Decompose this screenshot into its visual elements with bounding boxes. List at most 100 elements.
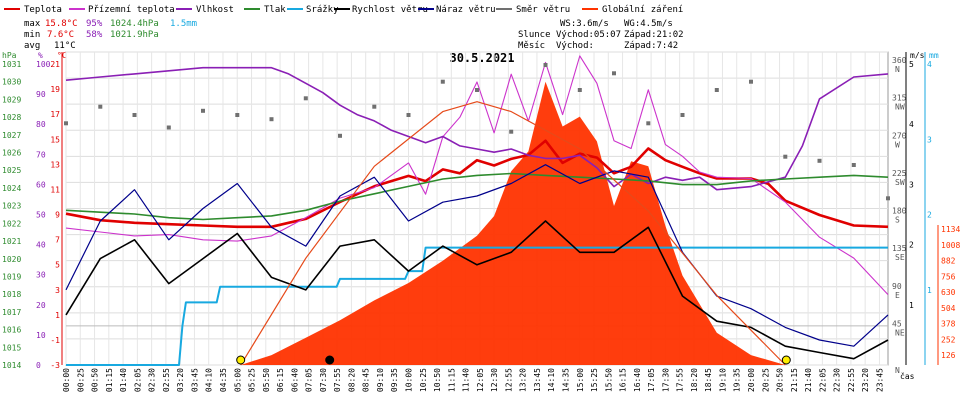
tick-label-temp: -1: [50, 336, 60, 345]
series-wind-gust: [65, 164, 889, 347]
tick-label-time: 22:55: [847, 368, 856, 392]
wind-direction-point: [440, 79, 445, 84]
tick-label-solar: 252: [941, 335, 956, 344]
stat-avg-label: avg: [24, 41, 40, 51]
tick-label-wind-deg: 360: [892, 56, 907, 65]
tick-label-hpa: 1022: [2, 219, 21, 228]
legend-item-wind-direction: Směr větru: [496, 5, 570, 15]
tick-label-time: 21:15: [790, 368, 799, 392]
solar-radiation-area: [240, 81, 786, 366]
tick-label-temp: -3: [50, 361, 60, 370]
tick-label-time: 02:30: [148, 368, 157, 392]
tick-label-wind-name: SE: [895, 253, 905, 262]
tick-label-time: 20:25: [761, 368, 770, 392]
legend-item-ground-temperature: Přízemní teplota: [69, 5, 175, 15]
tick-label-time: 11:40: [462, 368, 471, 392]
tick-label-time: 23:45: [875, 368, 884, 392]
tick-label-time: 02:05: [133, 368, 142, 392]
tick-label-hpa: 1023: [2, 202, 21, 211]
tick-label-solar: 1134: [941, 225, 960, 234]
tick-label-mm: 2: [927, 211, 932, 220]
tick-label-temp: 11: [50, 185, 60, 194]
legend-item-rain: Srážky: [287, 5, 339, 15]
tick-label-hpa: 1014: [2, 361, 21, 370]
tick-label-time: 20:50: [776, 368, 785, 392]
tick-label-ms: 5: [909, 60, 914, 69]
legend-item-wind-gust: Náraz větru: [418, 5, 496, 15]
stat-avg-temp: 11°C: [54, 41, 76, 51]
tick-label-temp: 19: [50, 85, 60, 94]
stat-wind-speed: WS:3.6m/s: [560, 19, 609, 29]
tick-label-solar: 504: [941, 304, 956, 313]
tick-label-time: 20:00: [747, 368, 756, 392]
stat-sun-label: Slunce: [518, 30, 551, 40]
tick-label-time: 00:00: [62, 368, 71, 392]
tick-label-hpa: 1018: [2, 290, 21, 299]
stat-max-label: max: [24, 19, 41, 29]
tick-label-time: 03:20: [176, 368, 185, 392]
stat-moonrise: Východ:: [556, 41, 594, 51]
legend-item-pressure: Tlak: [244, 5, 286, 15]
legend-item-humidity: Vlhkost: [176, 5, 234, 15]
wind-direction-point: [372, 104, 377, 109]
tick-label-hpa: 1019: [2, 273, 21, 282]
moonset-marker: [325, 355, 335, 365]
wind-direction-point: [714, 88, 719, 92]
tick-label-hpa: 1027: [2, 131, 21, 140]
tick-label-time: 07:05: [305, 368, 314, 392]
stat-sunset: Západ:21:02: [624, 30, 684, 40]
tick-label-time: 09:35: [390, 368, 399, 392]
series-humidity: [65, 66, 889, 191]
wind-direction-point: [851, 163, 856, 167]
wind-direction-point: [64, 121, 68, 126]
tick-label-time: 14:35: [562, 368, 571, 392]
stats-block: max 15.8°C 95% 1024.4hPa 1.5mm min 7.6°C…: [24, 19, 684, 51]
tick-label-hpa: 1021: [2, 237, 21, 246]
stat-min-temp: 7.6°C: [47, 30, 74, 40]
wind-direction-point: [303, 96, 308, 101]
legend-label: Směr větru: [516, 5, 570, 15]
wind-direction-point: [406, 113, 411, 117]
stat-min-label: min: [24, 30, 40, 40]
stat-min-humidity: 58%: [86, 30, 103, 40]
tick-label-time: 08:45: [362, 368, 371, 392]
wind-direction-point: [338, 133, 342, 138]
tick-label-temp: 13: [50, 160, 60, 169]
tick-label-mm: 3: [927, 135, 932, 144]
tick-label-wind-name: NE: [895, 328, 905, 337]
tick-label-wind-deg: 225: [892, 169, 907, 178]
sunset-marker: [781, 355, 791, 365]
tick-label-wind-deg: 45: [892, 319, 902, 328]
tick-label-time: 13:20: [519, 368, 528, 392]
tick-label-time: 08:20: [347, 368, 356, 392]
tick-label-solar: 630: [941, 288, 956, 297]
tick-label-time: 12:30: [490, 368, 499, 392]
tick-label-wind-deg: 315: [892, 94, 907, 103]
legend: Teplota Přízemní teplota Vlhkost Tlak Sr…: [4, 5, 683, 15]
legend-label: Teplota: [24, 5, 62, 15]
tick-label-temp: 7: [55, 236, 60, 245]
tick-label-wind-name: N: [895, 366, 900, 375]
wind-direction-point: [886, 196, 890, 201]
wind-direction-point: [646, 121, 651, 126]
tick-label-humidity: 40: [36, 241, 46, 250]
stat-wind-gust: WG:4.5m/s: [624, 19, 673, 29]
tick-label-time: 03:45: [190, 368, 199, 392]
tick-label-time: 16:40: [633, 368, 642, 392]
sun-moon-markers: [236, 355, 791, 365]
axis-unit-hpa: hPa: [2, 51, 17, 60]
axis-unit-humidity: %: [38, 51, 43, 60]
tick-label-mm: 4: [927, 60, 932, 69]
tick-label-time: 10:50: [433, 368, 442, 392]
series-wind-speed: [65, 220, 889, 360]
series-ground-temperature: [65, 55, 889, 295]
tick-label-wind-name: SW: [895, 178, 905, 187]
tick-label-wind-deg: 270: [892, 131, 907, 140]
wind-direction-point: [612, 71, 616, 76]
tick-label-humidity: 60: [36, 180, 46, 189]
legend-item-wind-speed: Rychlost větru: [334, 5, 428, 15]
tick-label-time: 07:30: [319, 368, 328, 392]
series-rain: [66, 246, 888, 366]
tick-label-solar: 882: [941, 257, 956, 266]
wind-direction-point: [269, 117, 274, 122]
